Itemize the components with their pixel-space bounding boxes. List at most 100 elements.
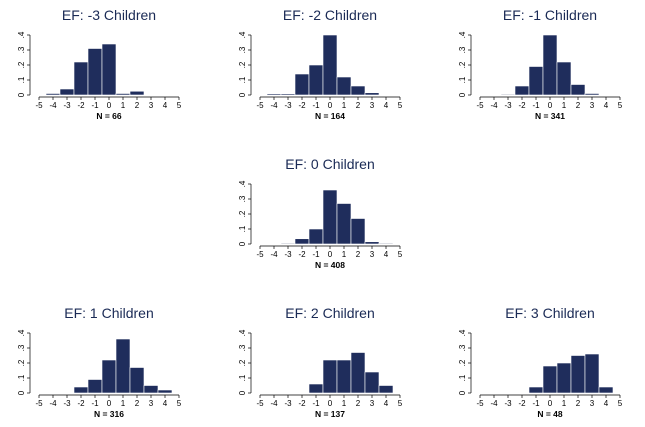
y-tick-label: .4 (458, 329, 467, 336)
histogram-bar (143, 385, 159, 394)
sample-size-label: N = 164 (315, 111, 345, 121)
x-tick-label: 4 (604, 101, 609, 110)
histogram-bar (542, 34, 558, 96)
x-tick-label: -1 (91, 399, 99, 408)
x-tick-label: 4 (384, 250, 389, 259)
y-tick-label: 0 (238, 241, 247, 246)
histogram-bar (280, 242, 296, 245)
y-tick-label: .3 (238, 344, 247, 351)
x-tick-label: -5 (256, 101, 264, 110)
x-tick-label: 0 (328, 399, 333, 408)
x-tick-label: 2 (135, 399, 140, 408)
x-tick-label: 2 (576, 399, 581, 408)
histogram-bar (378, 242, 394, 245)
panel-title: EF: -3 Children (62, 7, 156, 23)
histogram-bar (336, 76, 352, 96)
histogram-bar (500, 93, 516, 96)
x-tick-label: -3 (284, 101, 292, 110)
histogram-bar (280, 93, 296, 96)
x-tick-label: -3 (504, 101, 512, 110)
x-tick-label: 4 (604, 399, 609, 408)
histogram-bar (322, 189, 338, 245)
histogram-bar (308, 64, 324, 96)
x-tick-label: -2 (518, 101, 526, 110)
x-tick-label: -1 (91, 101, 99, 110)
histogram-bar (528, 386, 544, 394)
y-tick-label: .4 (17, 31, 26, 38)
x-tick-label: -4 (490, 399, 498, 408)
histogram-bar (322, 359, 338, 394)
y-tick-label: 0 (17, 92, 26, 97)
x-tick-label: 0 (328, 101, 333, 110)
x-tick-label: 1 (121, 101, 126, 110)
x-tick-label: -5 (256, 250, 264, 259)
sample-size-label: N = 408 (315, 260, 345, 270)
histogram-bar (129, 367, 145, 394)
histogram-bar (59, 88, 75, 96)
x-tick-label: 3 (149, 399, 154, 408)
histogram-bar (294, 238, 310, 245)
x-tick-label: -5 (256, 399, 264, 408)
sample-size-label: N = 66 (96, 111, 122, 121)
histogram-bar (528, 66, 544, 96)
histogram-bar (73, 61, 89, 96)
x-tick-label: 1 (562, 101, 567, 110)
y-tick-label: .3 (17, 46, 26, 53)
x-tick-label: 5 (618, 399, 623, 408)
y-tick-label: 0 (17, 390, 26, 395)
x-tick-label: -5 (476, 399, 484, 408)
x-tick-label: 2 (356, 101, 361, 110)
x-tick-label: 4 (384, 101, 389, 110)
y-tick-label: .2 (458, 61, 467, 68)
x-tick-label: 1 (562, 399, 567, 408)
x-tick-label: 2 (356, 250, 361, 259)
x-tick-label: 1 (342, 399, 347, 408)
sample-size-label: N = 137 (315, 409, 345, 419)
x-tick-label: 2 (576, 101, 581, 110)
x-tick-label: 0 (107, 101, 112, 110)
x-tick-label: -3 (63, 101, 71, 110)
x-tick-label: 1 (342, 250, 347, 259)
x-tick-label: 5 (398, 399, 403, 408)
panel-title: EF: -2 Children (283, 7, 377, 23)
x-tick-label: -1 (532, 101, 540, 110)
histogram-bar (115, 93, 131, 96)
x-tick-label: -5 (476, 101, 484, 110)
histogram-bar (129, 90, 145, 96)
histogram-bar (598, 386, 614, 394)
histogram-bar (322, 34, 338, 96)
y-tick-label: .3 (238, 46, 247, 53)
panel-title: EF: 1 Children (64, 305, 153, 321)
histogram-bar (308, 383, 324, 394)
y-tick-label: .3 (458, 46, 467, 53)
x-tick-label: 3 (149, 101, 154, 110)
x-tick-label: -5 (35, 101, 43, 110)
histogram-bar (570, 355, 586, 394)
histogram-bar (73, 386, 89, 394)
histogram-bar (308, 228, 324, 245)
histogram-bar (556, 362, 572, 394)
y-tick-label: .4 (17, 329, 26, 336)
histogram-bar (266, 93, 282, 96)
x-tick-label: -4 (270, 399, 278, 408)
histogram-bar (350, 352, 366, 394)
histogram-bar (584, 353, 600, 394)
panel-title: EF: 0 Children (285, 156, 374, 172)
x-tick-label: 0 (328, 250, 333, 259)
y-tick-label: .2 (238, 210, 247, 217)
x-tick-label: 2 (356, 399, 361, 408)
histogram-bar (101, 43, 117, 96)
histogram-bar (364, 92, 380, 96)
histogram-bar (101, 359, 117, 394)
y-tick-label: 0 (458, 92, 467, 97)
x-tick-label: -4 (49, 399, 57, 408)
x-tick-label: -2 (77, 399, 85, 408)
x-tick-label: -2 (298, 250, 306, 259)
x-tick-label: -4 (490, 101, 498, 110)
x-tick-label: 0 (548, 399, 553, 408)
histogram-bar (350, 85, 366, 96)
x-tick-label: -1 (312, 101, 320, 110)
y-tick-label: 0 (238, 390, 247, 395)
